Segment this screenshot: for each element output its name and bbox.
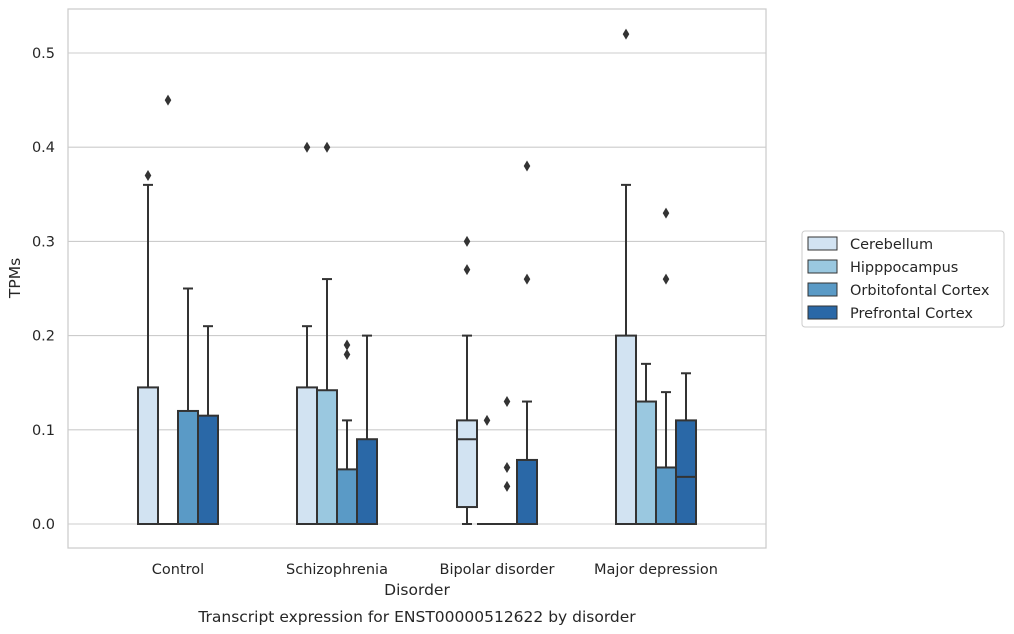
x-tick-label: Schizophrenia	[286, 562, 388, 578]
box-body	[675, 419, 697, 526]
outlier-point	[662, 207, 670, 219]
box-hipppocampus-bipolar-disorder	[477, 414, 497, 525]
box-body	[635, 400, 657, 526]
box-orbitofontal-cortex-schizophrenia	[336, 339, 358, 526]
legend: Cerebellum Hipppocampus Orbitofontal Corte…	[801, 230, 1005, 328]
box-hipppocampus-control	[158, 94, 178, 525]
box-cerebellum-control	[137, 169, 159, 525]
box-prefrontal-cortex-major-depression	[675, 372, 697, 526]
box-hipppocampus-schizophrenia	[316, 141, 338, 525]
x-axis-ticks: Control Schizophrenia Bipolar disorder Majo…	[152, 562, 718, 578]
outlier-point	[343, 339, 351, 351]
box-prefrontal-cortex-bipolar-disorder	[516, 160, 538, 525]
legend-label: Cerebellum	[850, 237, 933, 253]
legend-label: Hipppocampus	[850, 260, 958, 276]
y-axis-ticks: 0.0 0.1 0.2 0.3 0.4 0.5	[32, 46, 55, 533]
box-body	[137, 386, 159, 525]
outlier-point	[503, 480, 511, 492]
chart-caption: Transcript expression for ENST0000051262…	[197, 608, 636, 626]
outlier-point	[523, 273, 531, 285]
box-body	[615, 334, 637, 525]
gridlines	[68, 52, 766, 525]
box-prefrontal-cortex-control	[197, 325, 219, 526]
box-orbitofontal-cortex-bipolar-disorder	[497, 396, 517, 525]
box-cerebellum-major-depression	[615, 28, 637, 525]
box-cerebellum-schizophrenia	[296, 141, 318, 525]
outlier-point	[503, 396, 511, 408]
y-tick-label: 0.1	[32, 423, 55, 439]
box-body	[316, 389, 338, 525]
outlier-point	[662, 273, 670, 285]
boxes	[137, 28, 697, 526]
legend-label: Prefrontal Cortex	[850, 306, 973, 322]
box-body	[296, 386, 318, 525]
outlier-point	[523, 160, 531, 172]
x-tick-label: Control	[152, 562, 204, 578]
outlier-point	[622, 28, 630, 40]
box-body	[177, 409, 199, 525]
box-body	[197, 414, 219, 526]
plot-area-frame	[67, 8, 767, 549]
y-tick-label: 0.4	[32, 140, 55, 156]
box-cerebellum-bipolar-disorder	[456, 235, 478, 525]
box-body	[655, 466, 677, 526]
outlier-point	[343, 348, 351, 360]
x-tick-label: Major depression	[594, 562, 718, 578]
outlier-point	[463, 235, 471, 247]
box-body	[336, 468, 358, 526]
box-orbitofontal-cortex-control	[177, 287, 199, 525]
y-tick-label: 0.5	[32, 46, 55, 62]
legend-swatch	[807, 236, 838, 251]
box-prefrontal-cortex-schizophrenia	[356, 334, 378, 525]
box-body	[356, 438, 378, 525]
legend-swatch	[807, 305, 838, 320]
box-body	[456, 419, 478, 509]
box-body	[516, 458, 538, 525]
y-tick-label: 0.3	[32, 234, 55, 250]
outlier-point	[164, 94, 172, 106]
x-tick-label: Bipolar disorder	[440, 562, 555, 578]
outlier-point	[144, 169, 152, 181]
legend-label: Orbitofontal Cortex	[850, 283, 990, 299]
box-hipppocampus-major-depression	[635, 362, 657, 526]
outlier-point	[503, 461, 511, 473]
y-tick-label: 0.0	[32, 517, 55, 533]
y-axis-title: TPMs	[6, 258, 24, 299]
legend-frame	[801, 230, 1005, 328]
outlier-point	[463, 264, 471, 276]
outlier-point	[483, 414, 491, 426]
legend-swatch	[807, 259, 838, 274]
legend-swatch	[807, 282, 838, 297]
outlier-point	[323, 141, 331, 153]
box-orbitofontal-cortex-major-depression	[655, 207, 677, 526]
x-axis-title: Disorder	[384, 581, 450, 599]
y-tick-label: 0.2	[32, 329, 55, 345]
outlier-point	[303, 141, 311, 153]
